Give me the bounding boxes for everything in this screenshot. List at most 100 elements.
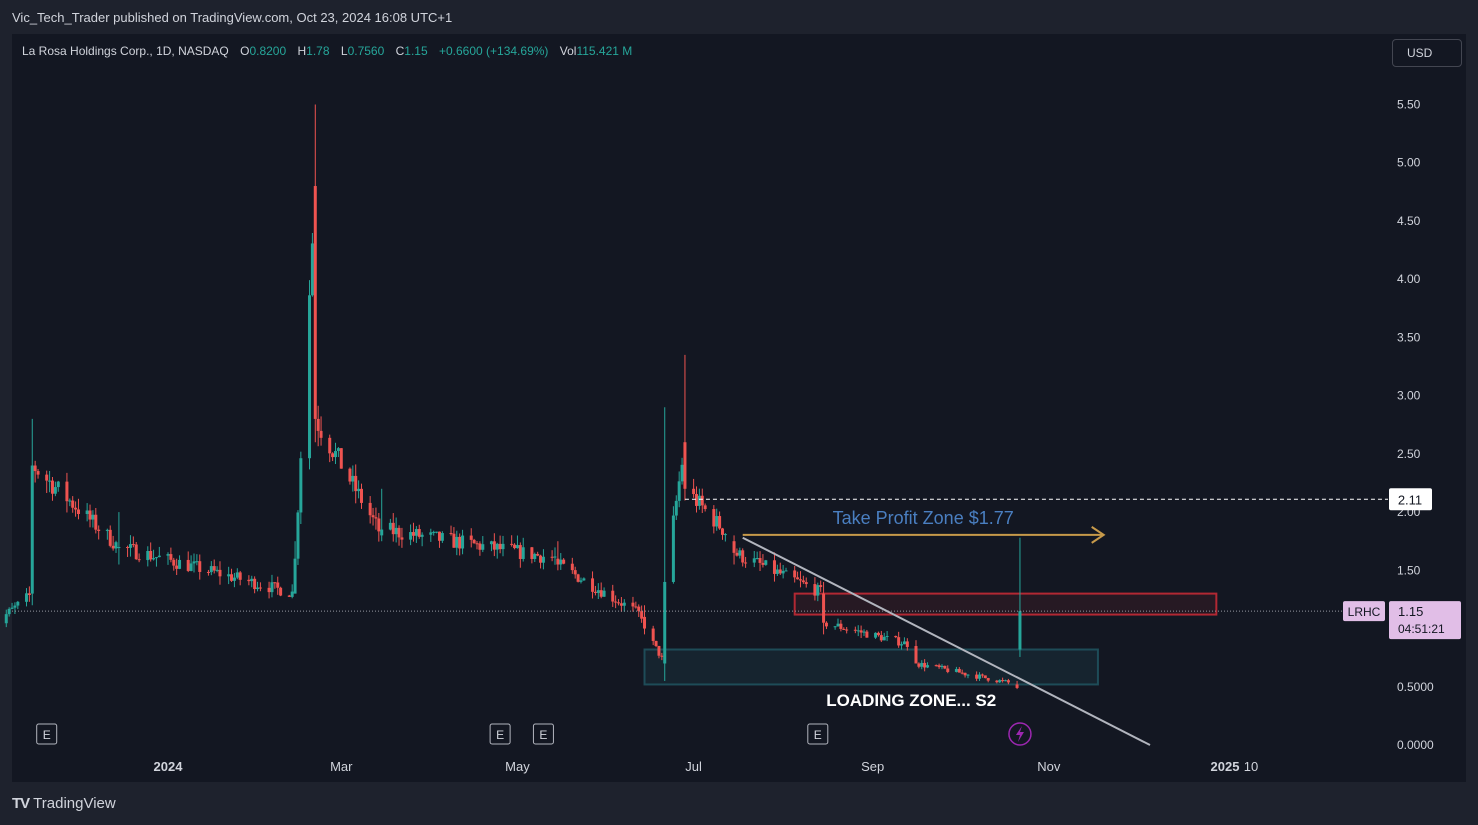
publish-bar: Vic_Tech_Trader published on TradingView… bbox=[0, 0, 1478, 34]
candle-body bbox=[368, 502, 372, 516]
candle-body bbox=[169, 554, 173, 560]
candle-body bbox=[1018, 611, 1022, 650]
candle-body bbox=[472, 539, 476, 544]
candle-body bbox=[250, 578, 254, 582]
candle-body bbox=[744, 562, 748, 564]
candle-body bbox=[885, 635, 889, 637]
candle-body bbox=[232, 577, 236, 581]
candle-body bbox=[657, 645, 661, 656]
candle-body bbox=[27, 593, 31, 596]
candle-body bbox=[732, 541, 736, 553]
volume-label: Vol bbox=[559, 44, 577, 58]
candle-body bbox=[865, 631, 869, 638]
candle-body bbox=[1006, 680, 1010, 683]
candle-body bbox=[902, 641, 906, 645]
candle-body bbox=[905, 641, 909, 647]
candle-body bbox=[178, 559, 182, 569]
candle-body bbox=[126, 547, 130, 549]
take-profit-arrow-head bbox=[1091, 526, 1106, 544]
candle-body bbox=[351, 475, 355, 482]
candle-body bbox=[377, 518, 381, 532]
candle-body bbox=[801, 580, 805, 583]
candle-body bbox=[573, 570, 577, 575]
candle-body bbox=[195, 561, 199, 563]
candle-body bbox=[267, 587, 271, 593]
x-tick-label: 2024 bbox=[154, 759, 184, 774]
candle-body bbox=[943, 665, 947, 669]
level-tag: 2.11 bbox=[1389, 488, 1432, 511]
candle-body bbox=[498, 543, 502, 550]
candle-body bbox=[677, 481, 681, 501]
earnings-marker-icon bbox=[36, 723, 58, 745]
candle-body bbox=[518, 545, 522, 559]
candle-body bbox=[33, 465, 37, 472]
candle-body bbox=[391, 522, 395, 535]
candle-body bbox=[692, 488, 696, 495]
candle-body bbox=[157, 555, 161, 558]
overlays: Take Profit Zone $1.77 LOADING ZONE... S2… bbox=[12, 498, 1388, 746]
candle-body bbox=[111, 545, 115, 549]
candle-body bbox=[975, 674, 979, 679]
candle-body bbox=[530, 547, 534, 559]
earnings-marker-icon bbox=[532, 723, 554, 745]
candle-body bbox=[637, 606, 641, 612]
candle-body bbox=[775, 569, 779, 574]
candle-body bbox=[74, 507, 78, 510]
candle-body bbox=[611, 590, 615, 602]
candle-body bbox=[354, 475, 358, 492]
candle-body bbox=[256, 587, 260, 590]
chart-frame[interactable] bbox=[12, 34, 1466, 782]
candle-body bbox=[94, 514, 98, 530]
currency-button[interactable]: USD bbox=[1392, 39, 1462, 67]
candle-body bbox=[128, 544, 132, 548]
candle-body bbox=[553, 556, 557, 558]
candle-body bbox=[336, 448, 340, 451]
candle-body bbox=[36, 471, 40, 475]
candle-body bbox=[308, 295, 312, 459]
candle-body bbox=[206, 571, 210, 573]
candle-body bbox=[209, 566, 213, 573]
candle-body bbox=[579, 580, 583, 582]
candle-body bbox=[411, 532, 415, 536]
candle-body bbox=[995, 680, 999, 683]
price-tag-value: 1.15 bbox=[1398, 604, 1423, 619]
y-tick-label: 1.50 bbox=[1397, 563, 1421, 577]
candle-body bbox=[492, 541, 496, 550]
candle-body bbox=[946, 668, 950, 672]
high-label: H bbox=[297, 44, 307, 58]
candle-body bbox=[417, 529, 421, 537]
candle-body bbox=[175, 565, 179, 569]
candle-body bbox=[319, 430, 323, 438]
candle-body bbox=[723, 534, 727, 536]
candle-body bbox=[331, 453, 335, 458]
candle-body bbox=[796, 577, 800, 580]
candle-body bbox=[146, 550, 150, 561]
earnings-marker-label: E bbox=[43, 728, 51, 742]
candle-body bbox=[602, 590, 606, 597]
candle-body bbox=[501, 543, 505, 550]
candle-body bbox=[793, 570, 797, 578]
trendline bbox=[742, 536, 1151, 746]
candle-body bbox=[596, 590, 600, 593]
candles bbox=[4, 104, 1022, 690]
candle-body bbox=[137, 559, 141, 561]
candle-body bbox=[559, 559, 563, 565]
candle-body bbox=[45, 474, 49, 481]
candle-body bbox=[539, 555, 543, 563]
y-tick-label: 0.5000 bbox=[1397, 680, 1434, 694]
candle-body bbox=[489, 541, 493, 545]
candle-body bbox=[853, 629, 857, 631]
candle-body bbox=[622, 602, 626, 606]
candle-body bbox=[478, 543, 482, 550]
candle-body bbox=[738, 550, 742, 556]
candle-body bbox=[276, 582, 280, 588]
x-tick-label: May bbox=[505, 759, 530, 774]
tradingview-brand[interactable]: TV TradingView bbox=[12, 795, 116, 812]
candle-body bbox=[836, 623, 840, 627]
candle-body bbox=[954, 668, 958, 672]
candle-body bbox=[824, 622, 828, 627]
open-label: O bbox=[240, 44, 250, 58]
candle-body bbox=[56, 481, 60, 488]
candle-body bbox=[296, 512, 300, 559]
